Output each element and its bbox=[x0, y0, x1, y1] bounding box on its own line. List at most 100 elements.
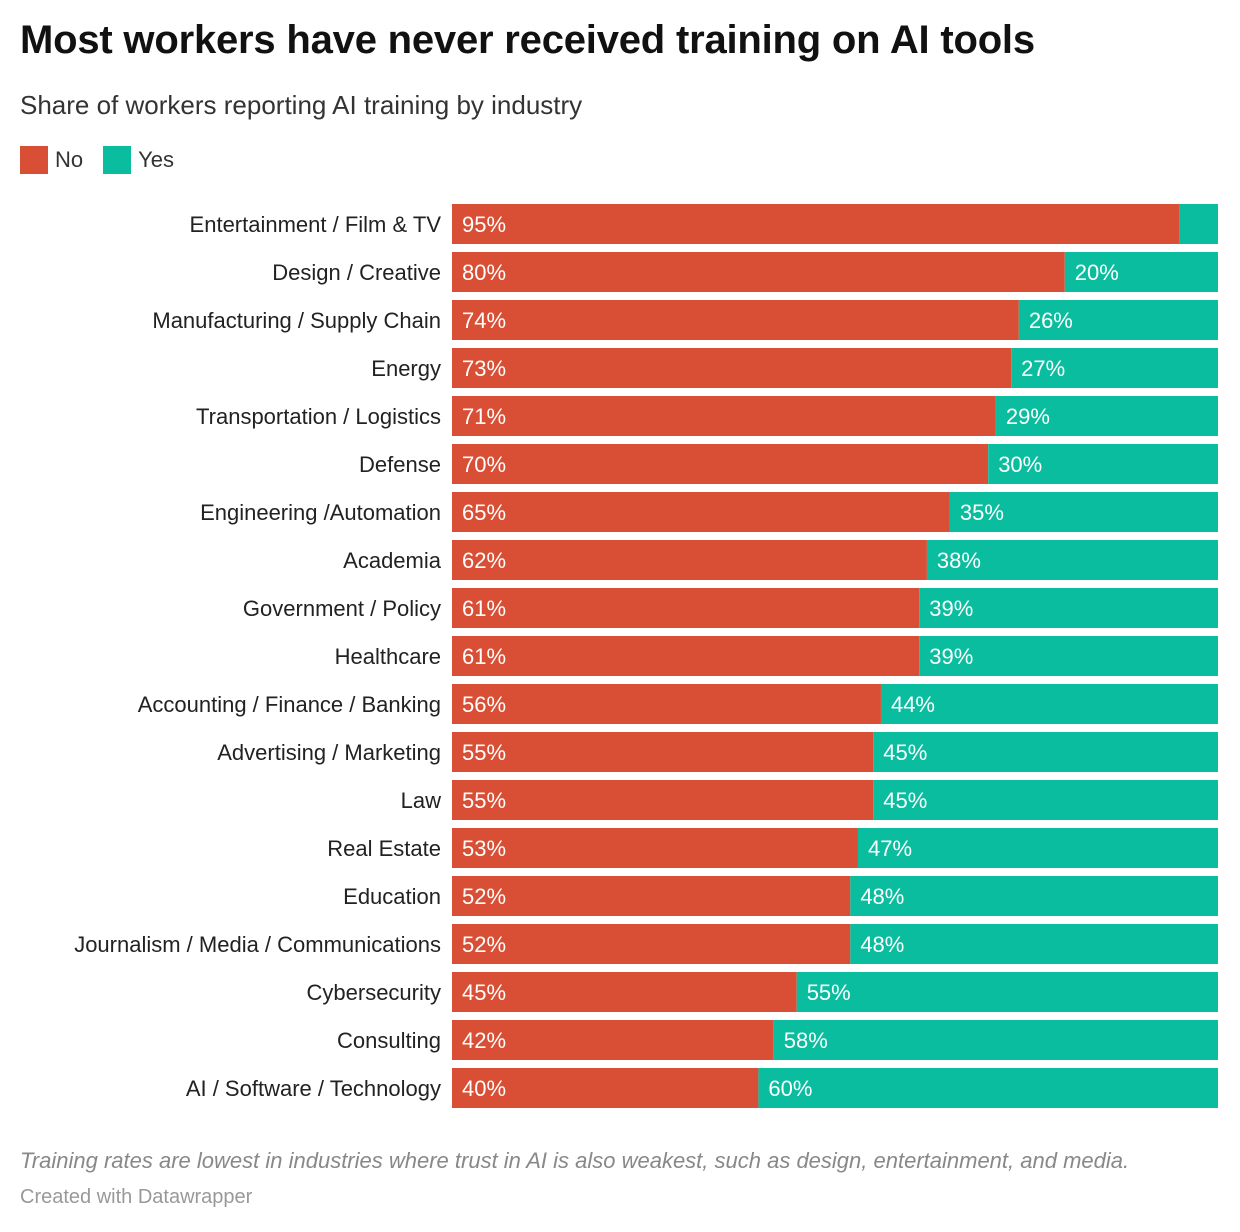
category-label: Government / Policy bbox=[243, 596, 441, 621]
value-label-yes: 45% bbox=[883, 740, 927, 765]
bar-row-consulting: Consulting 42% 58% bbox=[337, 1020, 1218, 1060]
category-label: Education bbox=[343, 884, 441, 909]
bar-no-healthcare bbox=[452, 636, 920, 676]
value-label-yes: 44% bbox=[891, 692, 935, 717]
bar-yes-journalism-media-communications bbox=[850, 924, 1218, 964]
value-label-yes: 55% bbox=[807, 980, 851, 1005]
value-label-yes: 58% bbox=[784, 1028, 828, 1053]
bar-yes-real-estate bbox=[857, 828, 1218, 868]
bar-row-journalism-media-communications: Journalism / Media / Communications 52% 48… bbox=[74, 924, 1218, 964]
bar-yes-entertainment-film-tv bbox=[1179, 204, 1218, 244]
bar-yes-ai-software-technology bbox=[758, 1068, 1218, 1108]
bar-row-education: Education 52% 48% bbox=[343, 876, 1218, 916]
value-label-no: 55% bbox=[462, 788, 506, 813]
category-label: Defense bbox=[359, 452, 441, 477]
bar-yes-healthcare bbox=[919, 636, 1218, 676]
value-label-yes: 48% bbox=[860, 932, 904, 957]
bar-row-government-policy: Government / Policy 61% 39% bbox=[243, 588, 1218, 628]
bar-yes-design-creative bbox=[1064, 252, 1218, 292]
category-label: Manufacturing / Supply Chain bbox=[152, 308, 441, 333]
bar-no-government-policy bbox=[452, 588, 920, 628]
bar-row-healthcare: Healthcare 61% 39% bbox=[335, 636, 1218, 676]
value-label-no: 45% bbox=[462, 980, 506, 1005]
value-label-yes: 47% bbox=[868, 836, 912, 861]
bar-row-accounting-finance-banking: Accounting / Finance / Banking 56% 44% bbox=[138, 684, 1218, 724]
bar-yes-transportation-logistics bbox=[995, 396, 1218, 436]
bar-row-manufacturing-supply-chain: Manufacturing / Supply Chain 74% 26% bbox=[152, 300, 1218, 340]
bar-row-ai-software-technology: AI / Software / Technology 40% 60% bbox=[186, 1068, 1218, 1108]
value-label-no: 42% bbox=[462, 1028, 506, 1053]
value-label-no: 65% bbox=[462, 500, 506, 525]
value-label-yes: 60% bbox=[768, 1076, 812, 1101]
chart-legend: No Yes bbox=[20, 146, 194, 174]
bar-row-real-estate: Real Estate 53% 47% bbox=[327, 828, 1218, 868]
chart-title: Most workers have never received trainin… bbox=[20, 18, 1035, 62]
value-label-no: 73% bbox=[462, 356, 506, 381]
category-label: AI / Software / Technology bbox=[186, 1076, 441, 1101]
bar-yes-education bbox=[850, 876, 1218, 916]
value-label-no: 52% bbox=[462, 932, 506, 957]
bar-row-law: Law 55% 45% bbox=[401, 780, 1218, 820]
bar-yes-cybersecurity bbox=[796, 972, 1218, 1012]
value-label-yes: 27% bbox=[1021, 356, 1065, 381]
value-label-no: 95% bbox=[462, 212, 506, 237]
category-label: Transportation / Logistics bbox=[196, 404, 441, 429]
bar-yes-government-policy bbox=[919, 588, 1218, 628]
category-label: Accounting / Finance / Banking bbox=[138, 692, 441, 717]
value-label-no: 56% bbox=[462, 692, 506, 717]
legend-swatch-no bbox=[20, 146, 48, 174]
bar-row-entertainment-film-tv: Entertainment / Film & TV 95% bbox=[190, 204, 1218, 244]
value-label-yes: 30% bbox=[998, 452, 1042, 477]
bar-no-defense bbox=[452, 444, 989, 484]
value-label-no: 74% bbox=[462, 308, 506, 333]
bar-no-engineering-automation bbox=[452, 492, 950, 532]
bar-row-advertising-marketing: Advertising / Marketing 55% 45% bbox=[217, 732, 1218, 772]
category-label: Design / Creative bbox=[272, 260, 441, 285]
bar-no-law bbox=[452, 780, 874, 820]
value-label-no: 40% bbox=[462, 1076, 506, 1101]
value-label-no: 61% bbox=[462, 596, 506, 621]
legend-item-no: No bbox=[20, 146, 83, 174]
bar-no-consulting bbox=[452, 1020, 774, 1060]
value-label-yes: 39% bbox=[929, 596, 973, 621]
category-label: Energy bbox=[371, 356, 441, 381]
bar-no-real-estate bbox=[452, 828, 858, 868]
bar-no-ai-software-technology bbox=[452, 1068, 759, 1108]
chart-notes: Training rates are lowest in industries … bbox=[20, 1148, 1130, 1173]
value-label-yes: 48% bbox=[860, 884, 904, 909]
bar-row-cybersecurity: Cybersecurity 45% 55% bbox=[307, 972, 1218, 1012]
bar-yes-law bbox=[873, 780, 1218, 820]
category-label: Consulting bbox=[337, 1028, 441, 1053]
bar-no-design-creative bbox=[452, 252, 1065, 292]
chart-credit: Created with Datawrapper bbox=[20, 1186, 253, 1208]
value-label-yes: 38% bbox=[937, 548, 981, 573]
bar-yes-advertising-marketing bbox=[873, 732, 1218, 772]
bar-yes-energy bbox=[1011, 348, 1218, 388]
category-label: Journalism / Media / Communications bbox=[74, 932, 441, 957]
bar-yes-consulting bbox=[773, 1020, 1218, 1060]
value-label-yes: 29% bbox=[1006, 404, 1050, 429]
value-label-yes: 20% bbox=[1075, 260, 1119, 285]
bar-yes-accounting-finance-banking bbox=[880, 684, 1218, 724]
value-label-no: 62% bbox=[462, 548, 506, 573]
category-label: Advertising / Marketing bbox=[217, 740, 441, 765]
category-label: Law bbox=[401, 788, 441, 813]
stacked-bar-chart: Entertainment / Film & TV 95% Design / Cre… bbox=[0, 200, 1240, 1116]
bar-row-transportation-logistics: Transportation / Logistics 71% 29% bbox=[196, 396, 1218, 436]
category-label: Real Estate bbox=[327, 836, 441, 861]
bar-no-entertainment-film-tv bbox=[452, 204, 1180, 244]
legend-item-yes: Yes bbox=[103, 146, 174, 174]
value-label-no: 70% bbox=[462, 452, 506, 477]
category-label: Engineering /Automation bbox=[200, 500, 441, 525]
bar-no-education bbox=[452, 876, 851, 916]
value-label-no: 61% bbox=[462, 644, 506, 669]
value-label-no: 53% bbox=[462, 836, 506, 861]
value-label-no: 71% bbox=[462, 404, 506, 429]
legend-label-no: No bbox=[55, 147, 84, 172]
value-label-no: 80% bbox=[462, 260, 506, 285]
value-label-no: 55% bbox=[462, 740, 506, 765]
bar-no-energy bbox=[452, 348, 1012, 388]
chart-svg: Entertainment / Film & TV 95% Design / Cre… bbox=[74, 204, 1218, 1108]
bar-yes-manufacturing-supply-chain bbox=[1018, 300, 1218, 340]
legend-label-yes: Yes bbox=[138, 147, 175, 172]
